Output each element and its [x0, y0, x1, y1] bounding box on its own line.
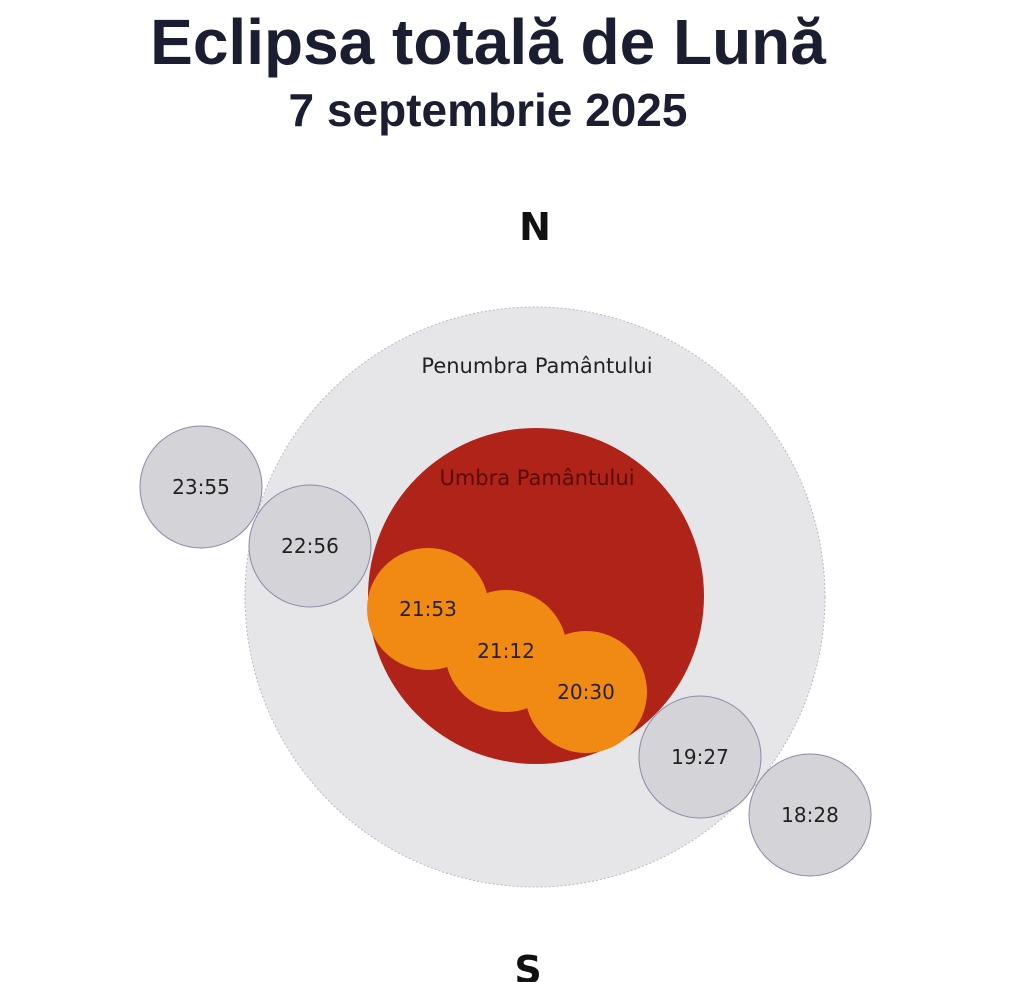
moon-time-label: 21:53 — [399, 597, 457, 621]
moon-time-label: 18:28 — [781, 803, 839, 827]
moon-disc — [139, 425, 263, 549]
umbra-label: Umbra Pamântului — [439, 466, 634, 490]
moon-time-label: 21:12 — [477, 639, 535, 663]
moon-disc — [638, 695, 762, 819]
diagram-title: Eclipsa totală de Lună — [150, 6, 826, 78]
moon-position: 23:55 — [139, 425, 263, 549]
moon-positions: 18:28 19:27 20:30 21:12 21:53 22:56 23:55 — [139, 425, 872, 877]
moon-position: 18:28 — [748, 753, 872, 877]
moon-position: 22:56 — [248, 484, 372, 608]
moon-time-label: 20:30 — [557, 680, 615, 704]
penumbra-label: Penumbra Pamântului — [421, 354, 652, 378]
moon-disc — [248, 484, 372, 608]
moon-disc — [748, 753, 872, 877]
moon-disc — [367, 548, 489, 670]
moon-time-label: 19:27 — [671, 745, 729, 769]
north-label: N — [519, 205, 551, 249]
moon-position: 21:53 — [367, 548, 489, 670]
diagram-subtitle: 7 septembrie 2025 — [288, 84, 688, 136]
moon-time-label: 22:56 — [281, 534, 339, 558]
moon-time-label: 23:55 — [172, 475, 230, 499]
moon-position: 19:27 — [638, 695, 762, 819]
south-label: S — [514, 948, 541, 982]
